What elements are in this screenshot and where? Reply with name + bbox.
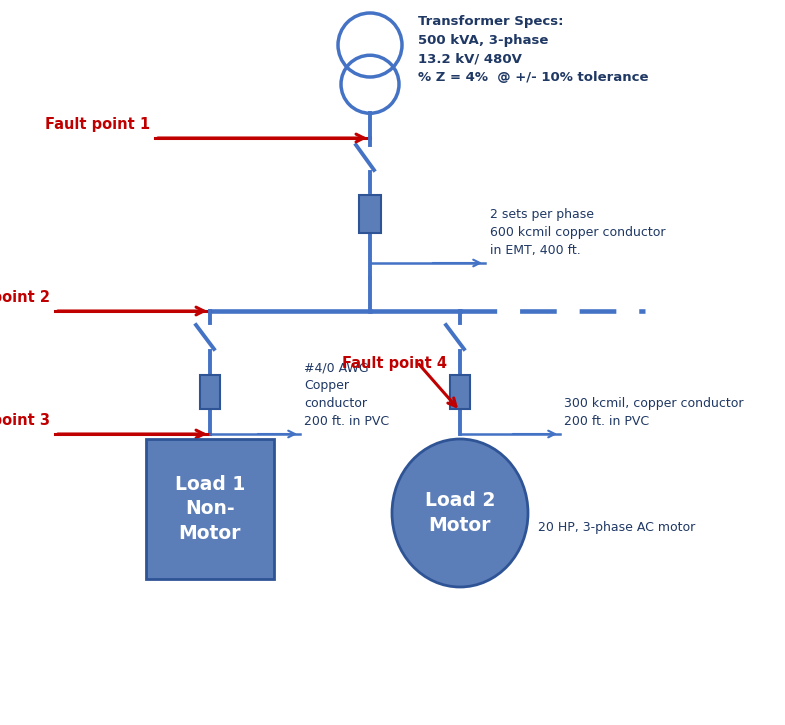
Text: #4/0 AWG
Copper
conductor
200 ft. in PVC: #4/0 AWG Copper conductor 200 ft. in PVC xyxy=(304,361,389,428)
Text: Load 1
Non-
Motor: Load 1 Non- Motor xyxy=(175,476,245,543)
Text: Fault point 3: Fault point 3 xyxy=(0,413,50,428)
Bar xyxy=(359,195,381,233)
Text: Fault point 2: Fault point 2 xyxy=(0,290,50,305)
Text: Fault point 4: Fault point 4 xyxy=(342,356,447,371)
Text: Transformer Specs:
500 kVA, 3-phase
13.2 kV/ 480V
% Z = 4%  @ +/- 10% tolerance: Transformer Specs: 500 kVA, 3-phase 13.2… xyxy=(418,15,648,83)
Text: 300 kcmil, copper conductor
200 ft. in PVC: 300 kcmil, copper conductor 200 ft. in P… xyxy=(564,397,743,428)
Text: Fault point 1: Fault point 1 xyxy=(45,117,150,132)
Text: 20 HP, 3-phase AC motor: 20 HP, 3-phase AC motor xyxy=(538,521,696,534)
Text: Load 2
Motor: Load 2 Motor xyxy=(425,492,495,534)
Text: 2 sets per phase
600 kcmil copper conductor
in EMT, 400 ft.: 2 sets per phase 600 kcmil copper conduc… xyxy=(490,208,666,257)
Bar xyxy=(146,439,274,579)
Bar xyxy=(200,375,220,409)
Bar xyxy=(450,375,470,409)
Ellipse shape xyxy=(392,439,528,587)
